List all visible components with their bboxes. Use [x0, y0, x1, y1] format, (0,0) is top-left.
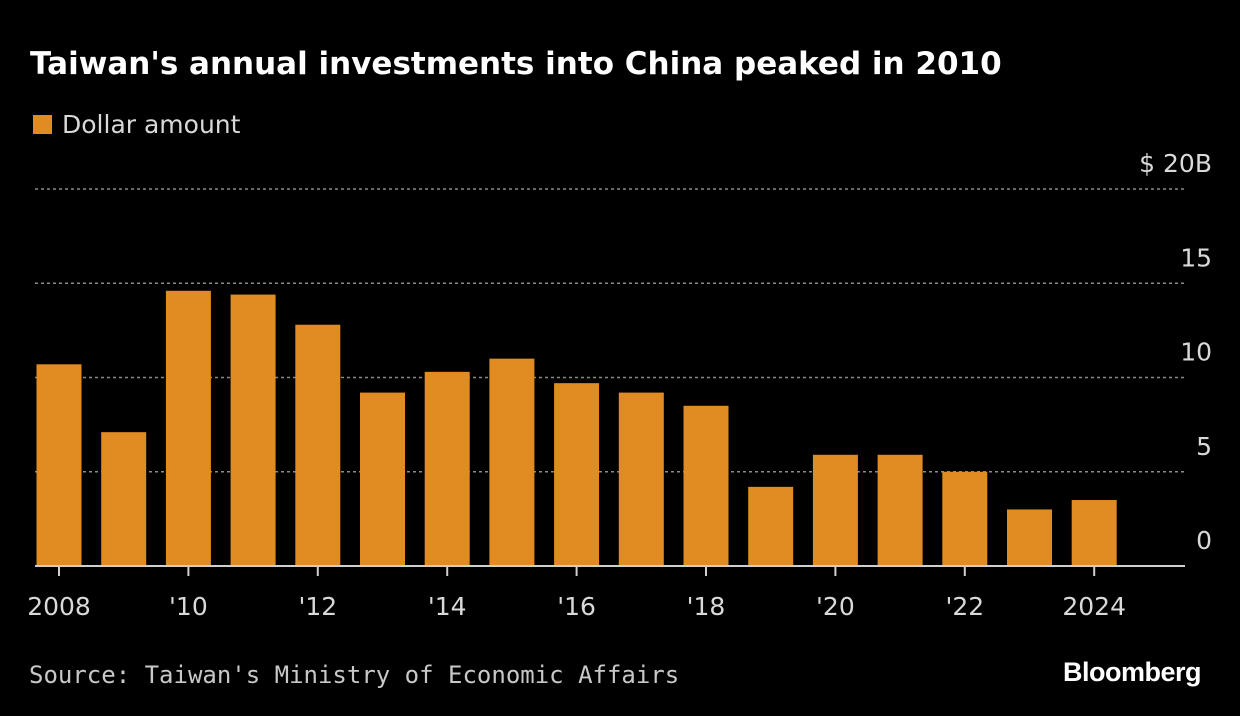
x-tick-label: 2024: [1062, 592, 1126, 621]
y-tick-label: 15: [1180, 243, 1212, 272]
bar-2018: [683, 405, 729, 566]
bar-2017: [618, 392, 664, 566]
x-tick-label: '12: [298, 592, 337, 621]
bar-2021: [877, 454, 923, 566]
bar-2013: [360, 392, 405, 566]
bar-2023: [1007, 509, 1052, 566]
bar-2014: [424, 371, 470, 566]
bar-2016: [554, 383, 600, 566]
y-tick-label: 10: [1180, 338, 1212, 367]
x-tick-label: '10: [169, 592, 208, 621]
y-tick-label: 0: [1196, 526, 1212, 555]
bar-2010: [165, 290, 211, 566]
x-tick-label: 2008: [27, 592, 91, 621]
bar-2022: [942, 471, 988, 566]
bar-2008: [36, 364, 82, 566]
x-tick-label: '20: [816, 592, 855, 621]
bar-2019: [748, 486, 794, 566]
bar-2024: [1071, 500, 1117, 566]
x-tick-label: '22: [945, 592, 984, 621]
bar-2009: [101, 432, 147, 566]
bar-2020: [812, 454, 858, 566]
legend-label: Dollar amount: [62, 110, 241, 139]
x-tick-label: '14: [428, 592, 467, 621]
y-tick-label: $ 20B: [1139, 149, 1212, 178]
legend-swatch: [33, 115, 52, 134]
x-tick-label: '18: [687, 592, 726, 621]
y-tick-label: 5: [1196, 432, 1212, 461]
bar-2011: [230, 294, 276, 566]
x-tick-label: '16: [557, 592, 596, 621]
chart-title: Taiwan's annual investments into China p…: [30, 46, 1002, 82]
source-note: Source: Taiwan's Ministry of Economic Af…: [29, 661, 679, 689]
bloomberg-logo: Bloomberg: [1063, 657, 1201, 687]
bar-2012: [295, 324, 341, 566]
bar-2015: [489, 358, 535, 566]
